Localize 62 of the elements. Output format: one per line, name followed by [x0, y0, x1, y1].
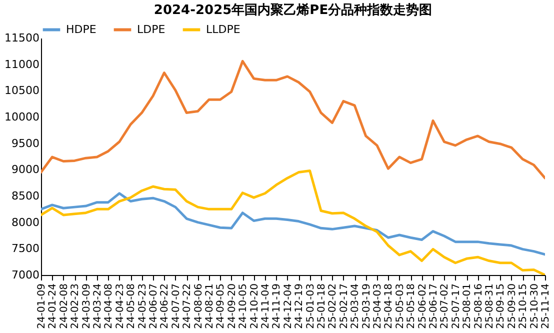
x-tick-label: 24-05-23 — [137, 284, 148, 329]
x-tick-label: 25-05-03 — [394, 284, 406, 329]
x-tick-label: 25-11-14 — [540, 284, 552, 329]
x-tick-label: 25-09-30 — [506, 284, 518, 329]
x-tick-label: 25-03-04 — [350, 284, 362, 329]
y-tick-label: 8500 — [12, 190, 40, 202]
x-tick-label: 24-11-04 — [260, 284, 272, 329]
x-tick-label: 24-07-07 — [170, 284, 182, 329]
x-tick-label: 24-11-19 — [272, 284, 283, 329]
x-tick-label: 25-03-19 — [361, 284, 372, 329]
x-tick-label: 25-02-17 — [338, 284, 350, 329]
x-tick-label: 24-12-04 — [282, 284, 294, 329]
x-tick-label: 25-08-16 — [473, 284, 484, 329]
x-tick-label: 25-08-31 — [484, 284, 496, 329]
chart-title: 2024-2025年国内聚乙烯PE分品种指数走势图 — [154, 2, 432, 18]
y-tick-label: 9000 — [12, 163, 40, 176]
line-series — [41, 60, 545, 180]
x-tick-label: 24-01-09 — [36, 284, 48, 329]
y-tick-label: 7000 — [12, 268, 40, 282]
y-tick-label: 11500 — [4, 32, 40, 44]
x-tick-label: 24-08-06 — [193, 284, 204, 329]
x-tick-label: 24-02-08 — [58, 284, 70, 329]
x-tick-label: 25-06-17 — [428, 284, 440, 329]
legend-label: LDPE — [137, 22, 166, 36]
x-tick-label: 24-08-21 — [204, 284, 216, 329]
y-tick-label: 8000 — [12, 216, 40, 229]
x-tick-label: 24-12-19 — [294, 284, 306, 329]
y-tick-label: 11000 — [4, 58, 40, 71]
x-tick-label: 24-09-05 — [216, 284, 227, 329]
x-tick-label: 25-01-18 — [316, 284, 328, 329]
x-tick-label: 25-01-03 — [305, 284, 316, 329]
x-tick-label: 25-04-18 — [384, 284, 395, 329]
x-tick-label: 25-10-30 — [529, 284, 540, 329]
x-tick-label: 24-07-22 — [182, 284, 194, 329]
x-tick-label: 25-06-02 — [417, 284, 428, 329]
y-tick-label: 7500 — [12, 242, 40, 256]
legend-label: HDPE — [66, 22, 96, 36]
y-tick-label: 10500 — [4, 84, 40, 98]
x-tick-label: 24-04-08 — [104, 284, 115, 329]
x-tick-label: 25-10-15 — [518, 284, 530, 329]
x-tick-label: 25-05-18 — [406, 284, 418, 329]
x-tick-label: 25-08-01 — [462, 284, 474, 329]
x-tick-label: 25-04-03 — [372, 284, 384, 329]
x-tick-label: 25-07-17 — [450, 284, 462, 329]
legend-label: LLDPE — [206, 22, 240, 36]
x-tick-label: 24-06-07 — [148, 284, 160, 329]
x-tick-label: 24-10-20 — [249, 284, 260, 329]
line-series — [41, 192, 545, 256]
x-tick-label: 25-02-02 — [328, 284, 339, 329]
x-tick-label: 25-07-02 — [440, 284, 451, 329]
x-tick-label: 25-09-15 — [496, 284, 507, 329]
x-tick-label: 24-06-22 — [160, 284, 171, 329]
y-tick-label: 10000 — [4, 110, 40, 124]
x-tick-label: 24-04-23 — [114, 284, 126, 329]
x-tick-label: 24-05-08 — [126, 284, 138, 329]
x-tick-label: 24-03-24 — [92, 284, 104, 329]
x-tick-label: 24-03-09 — [81, 284, 92, 329]
x-tick-label: 24-01-24 — [48, 284, 59, 329]
y-tick-label: 9500 — [12, 136, 40, 150]
x-tick-label: 24-09-20 — [226, 284, 238, 329]
x-tick-label: 24-02-23 — [70, 284, 82, 329]
x-tick-label: 24-10-05 — [238, 284, 250, 329]
